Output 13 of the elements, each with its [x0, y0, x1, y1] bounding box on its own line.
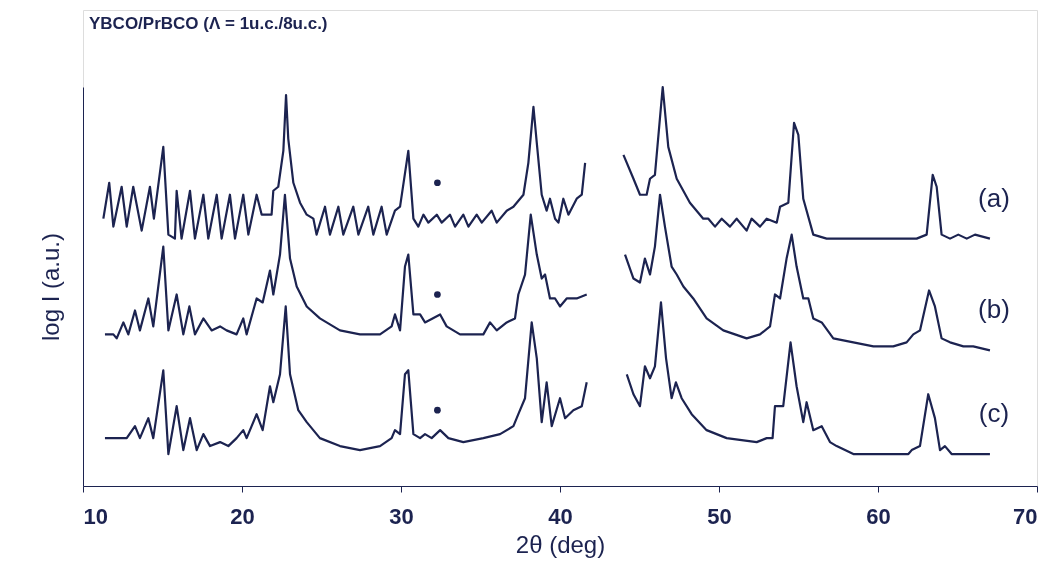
x-tick-label: 20	[230, 503, 255, 529]
x-tick-label: 30	[389, 503, 414, 529]
series-label: (c)	[978, 398, 1010, 429]
x-tick-label: 50	[707, 503, 732, 529]
x-tick-label: 40	[548, 503, 573, 529]
x-tick-label: 70	[1013, 503, 1038, 529]
series-label: (a)	[978, 182, 1010, 213]
x-tick-label: 60	[866, 503, 891, 529]
chart-title: YBCO/PrBCO (Λ = 1u.c./8u.c.)	[89, 14, 328, 33]
x-axis-title: 2θ (deg)	[515, 530, 606, 558]
y-axis-title: log I (a.u.)	[36, 232, 64, 342]
x-tick-label: 10	[83, 503, 108, 529]
series-label: (b)	[978, 294, 1010, 325]
